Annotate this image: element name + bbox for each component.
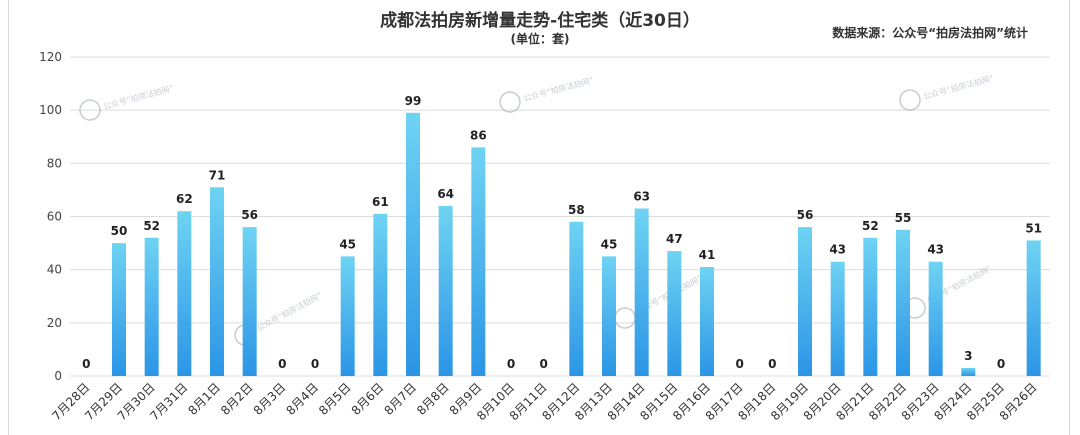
data-label: 0 [768, 357, 776, 371]
watermark: 公众号“拍房法拍网” [614, 273, 704, 329]
watermark-text: 公众号“拍房法拍网” [522, 75, 594, 103]
x-axis-ticks: 7月28日7月29日7月30日7月31日8月1日8月2日8月3日8月4日8月5日… [49, 380, 1039, 423]
data-label: 0 [82, 357, 90, 371]
bar-7月29日 [112, 243, 126, 376]
data-label: 43 [927, 243, 944, 257]
bar-8月16日 [700, 267, 714, 376]
data-label: 63 [633, 190, 650, 204]
x-tick-label: 8月8日 [414, 380, 452, 418]
data-label: 45 [601, 237, 618, 251]
bars [112, 112, 1041, 376]
data-label: 43 [829, 243, 846, 257]
data-label: 51 [1025, 221, 1042, 235]
data-label: 0 [507, 357, 515, 371]
data-labels: 0 50 52 62 71 56 0 0 45 61 99 64 86 0 0 58 45 63 47 41 0 0 56 4… [82, 94, 1042, 371]
chart-title: 成都法拍房新增量走势-住宅类（近30日） [380, 11, 700, 31]
bar-8月23日 [928, 261, 943, 376]
bar-8月13日 [602, 256, 616, 376]
data-label: 0 [735, 357, 743, 371]
bar-8月1日 [210, 187, 224, 376]
y-tick-label: 100 [39, 103, 62, 117]
bar-8月22日 [896, 229, 910, 376]
watermark-text: 公众号“拍房法拍网” [255, 290, 324, 333]
bar-7月30日 [144, 237, 159, 376]
watermark-logo-icon [499, 91, 521, 113]
bar-8月12日 [569, 221, 584, 376]
grid-lines [70, 56, 1050, 377]
bar-8月8日 [438, 205, 453, 376]
y-tick-label: 120 [39, 50, 62, 64]
data-label: 58 [568, 203, 585, 217]
data-label: 45 [339, 237, 356, 251]
bar-8月15日 [667, 251, 682, 376]
data-label: 0 [997, 357, 1005, 371]
data-label: 64 [437, 187, 454, 201]
data-label: 56 [797, 208, 814, 222]
bar-8月14日 [634, 208, 649, 376]
watermark: 公众号“拍房法拍网” [79, 83, 175, 121]
data-label: 71 [209, 168, 226, 182]
bar-8月24日 [961, 368, 976, 376]
bar-8月20日 [830, 261, 845, 376]
x-tick-label: 8月6日 [349, 380, 387, 418]
bar-8月7日 [406, 112, 420, 376]
data-label: 61 [372, 195, 389, 209]
watermark-logo-icon [79, 99, 101, 121]
y-tick-label: 80 [47, 156, 62, 170]
watermark-text: 公众号“拍房法拍网” [922, 73, 994, 101]
data-label: 41 [699, 248, 716, 262]
x-tick-label: 8月2日 [218, 380, 256, 418]
x-tick-label: 8月1日 [185, 380, 223, 418]
watermark-logo-icon [899, 89, 921, 111]
y-tick-label: 20 [47, 316, 62, 330]
bar-8月19日 [798, 227, 812, 376]
data-label: 3 [964, 349, 972, 363]
watermark-text: 公众号“拍房法拍网” [102, 83, 174, 111]
data-label: 99 [405, 94, 422, 108]
data-label: 52 [862, 219, 879, 233]
data-label: 52 [143, 219, 160, 233]
chart-subtitle: (单位：套) [510, 32, 570, 46]
x-tick-label: 8月7日 [381, 380, 419, 418]
data-label: 0 [278, 357, 286, 371]
bar-8月5日 [340, 256, 355, 376]
y-axis-ticks: 0 20 40 60 80 100 120 [39, 50, 62, 383]
bar-8月21日 [863, 237, 878, 376]
x-tick-label: 8月3日 [251, 380, 289, 418]
data-label: 47 [666, 232, 683, 246]
watermark-logo-icon [614, 307, 636, 329]
chart-frame [8, 0, 1070, 435]
watermark: 公众号“拍房法拍网” [904, 263, 994, 319]
x-tick-label: 8月5日 [316, 380, 354, 418]
x-tick-label: 8月4日 [283, 380, 321, 418]
data-label: 50 [111, 224, 128, 238]
data-source-note: 数据来源：公众号“拍房法拍网”统计 [832, 26, 1028, 40]
data-label: 86 [470, 128, 487, 142]
bar-7月31日 [177, 211, 192, 376]
watermark: 公众号“拍房法拍网” [899, 73, 995, 111]
bar-8月6日 [373, 213, 388, 376]
data-label: 56 [241, 208, 258, 222]
y-tick-label: 60 [47, 210, 62, 224]
data-label: 55 [895, 211, 912, 225]
data-label: 0 [311, 357, 319, 371]
y-tick-label: 40 [47, 263, 62, 277]
y-tick-label: 0 [54, 369, 62, 383]
bar-8月26日 [1026, 240, 1041, 376]
watermark: 公众号“拍房法拍网” [499, 75, 595, 113]
data-label: 0 [539, 357, 547, 371]
data-label: 62 [176, 192, 193, 206]
bar-8月2日 [242, 227, 257, 376]
bar-8月9日 [471, 147, 486, 376]
